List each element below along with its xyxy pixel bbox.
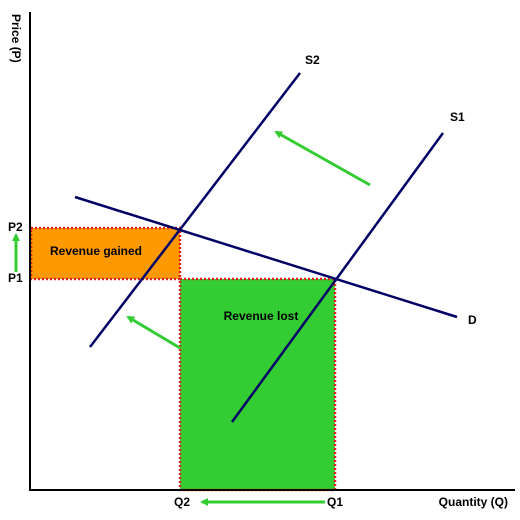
x-axis-label: Quantity (Q) [439,495,508,509]
y-axis-label: Price (P) [9,14,23,63]
region-label: Revenue gained [50,244,142,258]
tick-label: P1 [8,271,23,285]
supply-curve-s2 [89,72,301,348]
region-label: Revenue lost [224,309,299,323]
arrow [126,315,181,350]
curve-label: D [468,313,477,327]
demand-curve [74,195,458,319]
arrow [274,130,371,187]
revenue-gained-area [29,226,182,281]
tick-label: Q1 [327,495,343,509]
curve-label: S1 [450,110,465,124]
supply-curve-s1 [230,132,445,423]
tick-label: Q2 [174,495,190,509]
revenue-lost-area [178,277,337,492]
curve-label: S2 [305,53,320,67]
shift-arrows [12,130,371,506]
tick-label: P2 [8,220,23,234]
